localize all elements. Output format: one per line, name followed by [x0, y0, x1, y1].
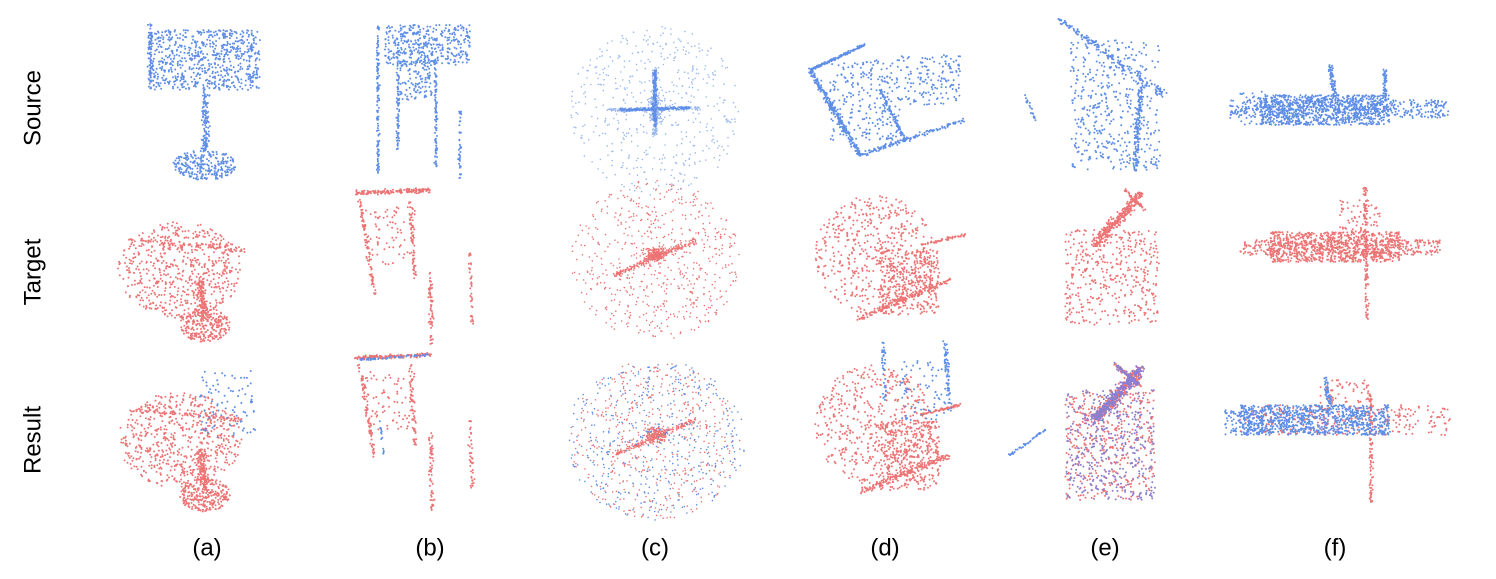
- column-label: (c): [641, 534, 669, 561]
- point-cloud: [117, 221, 246, 343]
- row-label: Target: [19, 238, 46, 305]
- point-cloud: [814, 364, 962, 495]
- column-label: (b): [415, 534, 444, 561]
- point-cloud: [1239, 186, 1441, 320]
- point-cloud: [146, 23, 261, 181]
- point-cloud: [880, 340, 953, 421]
- point-cloud: [375, 24, 471, 179]
- column-label: (e): [1090, 534, 1119, 561]
- point-cloud: [1007, 428, 1047, 457]
- point-cloud: [1239, 379, 1451, 503]
- point-cloud: [1229, 64, 1450, 126]
- point-cloud: [353, 352, 476, 511]
- point-cloud: [119, 392, 243, 513]
- point-cloud: [568, 364, 745, 521]
- point-cloud: [1224, 376, 1392, 436]
- point-cloud: [199, 370, 257, 439]
- column-label: (a): [192, 534, 221, 561]
- column-label: (d): [870, 534, 899, 561]
- point-cloud: [359, 353, 429, 455]
- row-label: Result: [19, 406, 46, 474]
- point-cloud: [571, 180, 740, 339]
- point-cloud: [808, 43, 966, 157]
- point-cloud: [355, 187, 475, 345]
- point-cloud: [1065, 361, 1157, 501]
- point-cloud: [619, 69, 691, 128]
- point-cloud: [1064, 188, 1160, 326]
- point-cloud: [1024, 18, 1168, 172]
- row-label: Source: [19, 70, 46, 146]
- column-label: (f): [1324, 534, 1347, 561]
- point-cloud: [814, 195, 967, 321]
